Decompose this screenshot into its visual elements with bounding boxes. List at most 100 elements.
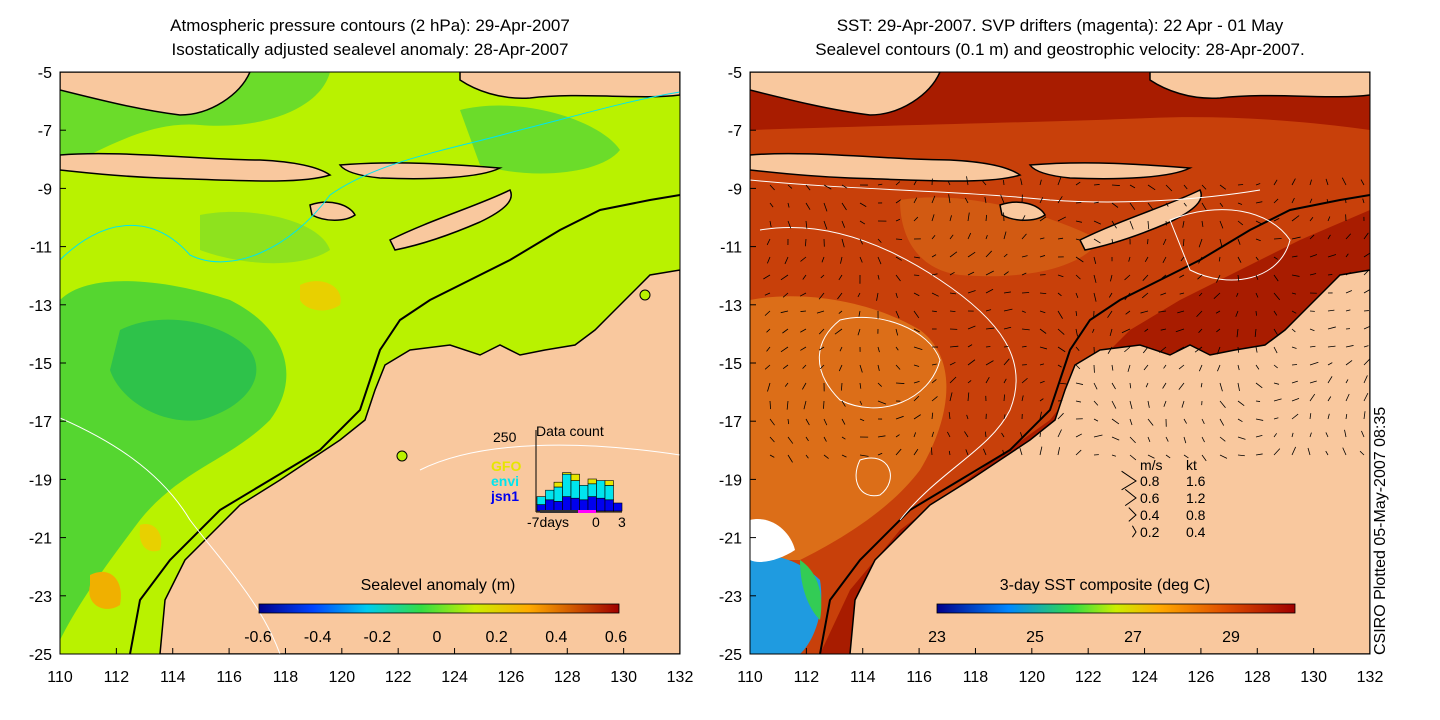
right-sst-cloud — [750, 519, 795, 562]
velocity-arrow — [1163, 364, 1167, 369]
inset-bar-jsn1 — [613, 502, 623, 512]
velocity-arrow — [1124, 346, 1131, 353]
velocity-arrow — [1075, 382, 1084, 385]
inset-bar-jsn1 — [553, 501, 563, 512]
velocity-arrow — [1327, 345, 1336, 348]
velocity-arrow — [1165, 454, 1171, 459]
velocity-arrow — [766, 346, 771, 352]
velocity-arrow — [839, 346, 843, 352]
inset-xlabel-left: -7days — [527, 514, 569, 530]
velocity-arrow — [840, 256, 843, 264]
velocity-arrow — [1273, 417, 1279, 420]
inset-bar-jsn1 — [570, 497, 580, 512]
velocity-arrow — [1039, 363, 1045, 366]
velocity-arrow — [913, 328, 920, 333]
velocity-arrow — [1129, 184, 1136, 189]
velocity-arrow — [1201, 436, 1205, 443]
velocity-arrow — [1273, 274, 1279, 282]
velocity-legend-kt: 0.8 — [1186, 507, 1206, 523]
velocity-arrow — [1255, 382, 1263, 389]
velocity-arrow — [803, 400, 807, 410]
velocity-arrow — [913, 346, 923, 351]
velocity-arrow — [1200, 382, 1203, 388]
velocity-arrow — [895, 364, 901, 370]
velocity-arrow — [1180, 256, 1185, 262]
velocity-arrow — [877, 435, 886, 438]
velocity-arrow — [859, 202, 867, 207]
inset-xlabel-mid: 0 — [592, 514, 600, 530]
velocity-arrow — [1057, 328, 1065, 335]
velocity-arrow — [1309, 234, 1315, 240]
velocity-arrow — [1179, 292, 1185, 295]
velocity-arrow — [1144, 256, 1149, 263]
velocity-arrow — [1057, 310, 1063, 319]
velocity-arrow — [1124, 292, 1131, 301]
right-ytick-label: -21 — [719, 531, 742, 548]
velocity-arrow — [1342, 447, 1347, 456]
velocity-arrow — [1057, 447, 1061, 456]
velocity-arrow — [787, 418, 790, 425]
velocity-legend-arrow — [1131, 525, 1137, 538]
velocity-arrow — [1020, 432, 1023, 438]
velocity-arrow — [841, 202, 847, 211]
velocity-arrow — [1127, 364, 1131, 372]
velocity-arrow — [931, 379, 937, 384]
velocity-arrow — [859, 418, 865, 422]
velocity-arrow — [782, 364, 789, 369]
velocity-arrow — [1359, 450, 1365, 456]
velocity-arrow — [1216, 274, 1221, 283]
velocity-arrow — [1219, 238, 1223, 248]
velocity-arrow — [931, 195, 936, 204]
velocity-arrow — [1141, 292, 1149, 299]
velocity-arrow — [1273, 433, 1278, 438]
velocity-arrow — [800, 310, 807, 312]
left-anomaly-low-mid — [200, 211, 330, 264]
velocity-arrow — [1345, 393, 1350, 402]
velocity-arrow — [1327, 326, 1336, 330]
velocity-arrow — [895, 434, 900, 438]
left-ytick-label: -13 — [29, 298, 52, 315]
velocity-arrow — [1273, 179, 1278, 186]
velocity-arrow — [1309, 179, 1312, 186]
velocity-arrow — [1142, 346, 1149, 354]
velocity-arrow — [1039, 432, 1041, 438]
velocity-arrow — [1021, 215, 1026, 222]
velocity-arrow — [1111, 454, 1117, 457]
velocity-arrow — [1345, 198, 1347, 204]
right-island-timor — [1078, 188, 1202, 251]
velocity-arrow — [1165, 202, 1169, 207]
velocity-arrow — [1160, 328, 1167, 331]
velocity-arrow — [780, 346, 789, 353]
left-xtick-label: 116 — [216, 669, 242, 686]
inset-bar-jsn1 — [604, 499, 614, 512]
velocity-arrow — [823, 184, 832, 190]
velocity-arrow — [818, 328, 825, 335]
right-sealevel-contour-2 — [818, 316, 941, 409]
velocity-arrow — [877, 238, 882, 243]
velocity-arrow — [931, 292, 939, 297]
right-title: SST: 29-Apr-2007. SVP drifters (magenta)… — [750, 14, 1370, 62]
velocity-arrow — [1218, 256, 1221, 262]
left-ytick-label: -5 — [38, 65, 52, 82]
velocity-arrow — [1291, 446, 1297, 456]
velocity-arrow — [1198, 238, 1203, 248]
velocity-arrow — [1003, 346, 1009, 348]
left-colorbar-tick: 0.2 — [486, 629, 508, 646]
left-map: -5 -7 -9 -11 -13 -15 -17 -19 -21 -23 -25 110 112 114… — [29, 65, 694, 686]
velocity-arrow — [859, 220, 866, 225]
velocity-arrow — [1215, 310, 1221, 314]
velocity-arrow — [876, 292, 879, 301]
velocity-arrow — [821, 256, 825, 263]
velocity-arrow — [1273, 256, 1278, 260]
velocity-arrow — [1327, 376, 1333, 384]
velocity-arrow — [1198, 328, 1203, 333]
inset-bar-GFO — [604, 480, 614, 486]
right-colorbar-label: 3-day SST composite (deg C) — [1000, 577, 1210, 594]
left-xtick-label: 126 — [498, 669, 525, 686]
velocity-arrow — [1327, 362, 1333, 366]
velocity-arrow — [930, 447, 933, 456]
velocity-arrow — [913, 197, 918, 204]
velocity-arrow — [1162, 238, 1167, 246]
velocity-arrow — [787, 184, 793, 189]
velocity-arrow — [769, 202, 774, 208]
